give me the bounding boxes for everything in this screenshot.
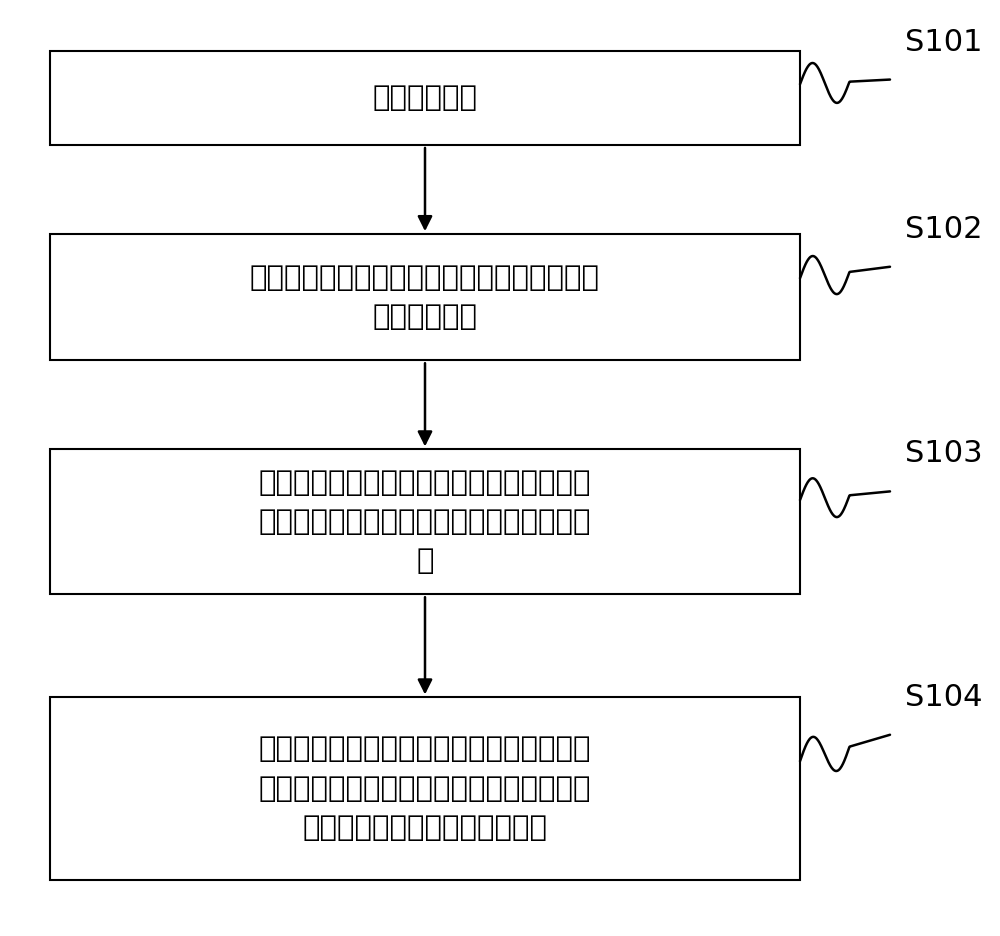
Text: 材: 材 bbox=[416, 548, 434, 575]
Bar bbox=[50, 449, 800, 594]
Text: S101: S101 bbox=[905, 28, 982, 56]
Text: 响应于用户对所述视频保存控件的第二触发: 响应于用户对所述视频保存控件的第二触发 bbox=[259, 736, 591, 763]
Text: S102: S102 bbox=[905, 215, 982, 243]
Text: S103: S103 bbox=[905, 440, 983, 468]
Text: S104: S104 bbox=[905, 683, 982, 711]
Text: 时间节点的视频素材，生成视频: 时间节点的视频素材，生成视频 bbox=[302, 814, 548, 841]
Text: 操作，为每个所述视频时间节点设置视频素: 操作，为每个所述视频时间节点设置视频素 bbox=[259, 508, 591, 535]
Bar bbox=[50, 51, 800, 145]
Text: 显示第二界面: 显示第二界面 bbox=[372, 303, 478, 330]
Bar bbox=[50, 697, 800, 880]
Text: 响应于用户对每个所述素材填充控件的填充: 响应于用户对每个所述素材填充控件的填充 bbox=[259, 469, 591, 496]
Text: 操作，基于所述视频模板以及每个所述视频: 操作，基于所述视频模板以及每个所述视频 bbox=[259, 775, 591, 802]
Text: 显示第一界面: 显示第一界面 bbox=[372, 84, 478, 112]
Text: 响应于用户对目标模板控件的第一触发操作，: 响应于用户对目标模板控件的第一触发操作， bbox=[250, 264, 600, 291]
Bar bbox=[50, 234, 800, 360]
